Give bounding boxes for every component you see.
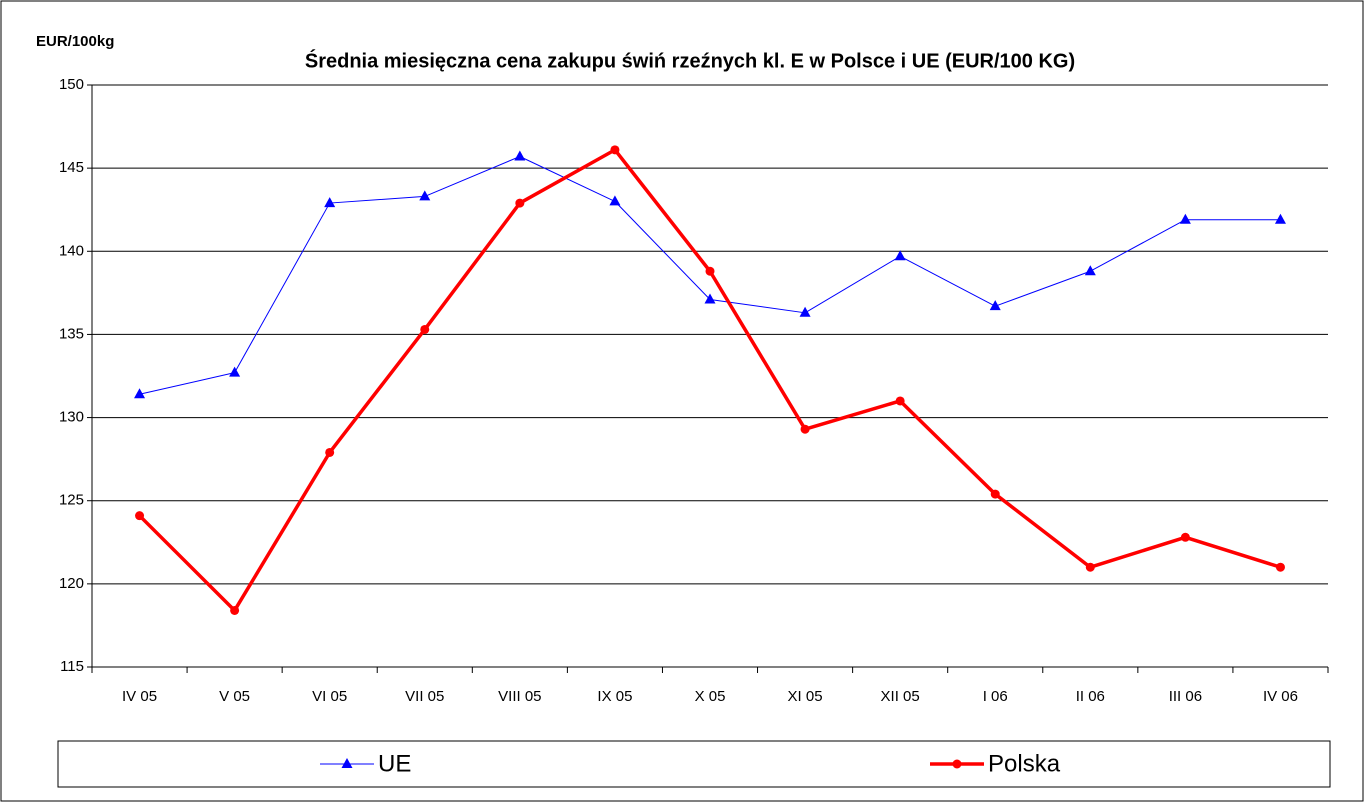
legend-box <box>57 740 1331 788</box>
marker <box>419 190 431 201</box>
marker <box>230 605 240 615</box>
chart-title: Średnia miesięczna cena zakupu świń rzeź… <box>305 48 1075 72</box>
x-tick-label: I 06 <box>983 688 1008 705</box>
marker <box>1085 562 1095 572</box>
marker <box>514 150 526 161</box>
marker <box>324 197 336 208</box>
y-tick-label: 140 <box>59 242 84 259</box>
marker <box>704 293 716 304</box>
x-tick-label: VI 05 <box>312 688 347 705</box>
x-tick-label: IV 05 <box>122 688 157 705</box>
marker <box>990 489 1000 499</box>
y-tick-label: 135 <box>59 325 84 342</box>
marker <box>799 306 811 317</box>
marker <box>705 266 715 276</box>
marker <box>952 759 962 769</box>
marker <box>135 511 145 521</box>
marker <box>1084 265 1096 276</box>
marker <box>610 145 620 155</box>
x-tick-label: X 05 <box>695 688 726 705</box>
x-tick-label: VII 05 <box>405 688 444 705</box>
marker <box>1274 213 1286 224</box>
marker <box>325 447 335 457</box>
y-tick-label: 120 <box>59 575 84 592</box>
y-tick-label: 130 <box>59 409 84 426</box>
marker <box>989 300 1001 311</box>
x-tick-label: XII 05 <box>881 688 920 705</box>
y-tick-label: 125 <box>59 492 84 509</box>
marker <box>341 758 353 768</box>
marker <box>894 250 906 261</box>
marker <box>1275 562 1285 572</box>
marker <box>420 324 430 334</box>
legend-label: UE <box>378 750 411 777</box>
marker <box>895 396 905 406</box>
marker <box>609 195 621 206</box>
y-tick-label: 145 <box>59 159 84 176</box>
x-tick-label: XI 05 <box>788 688 823 705</box>
marker <box>1179 213 1191 224</box>
y-axis-label: EUR/100kg <box>36 33 114 50</box>
x-tick-label: V 05 <box>219 688 250 705</box>
x-tick-label: IX 05 <box>597 688 632 705</box>
marker <box>800 424 810 434</box>
y-tick-label: 115 <box>60 658 84 675</box>
x-tick-label: III 06 <box>1169 688 1202 705</box>
y-tick-label: 150 <box>59 76 84 93</box>
x-tick-label: IV 06 <box>1263 688 1298 705</box>
marker <box>1180 532 1190 542</box>
marker <box>134 388 146 399</box>
marker <box>515 198 525 208</box>
marker <box>229 366 241 377</box>
legend-label: Polska <box>988 750 1061 777</box>
x-tick-label: VIII 05 <box>498 688 541 705</box>
x-tick-label: II 06 <box>1076 688 1105 705</box>
